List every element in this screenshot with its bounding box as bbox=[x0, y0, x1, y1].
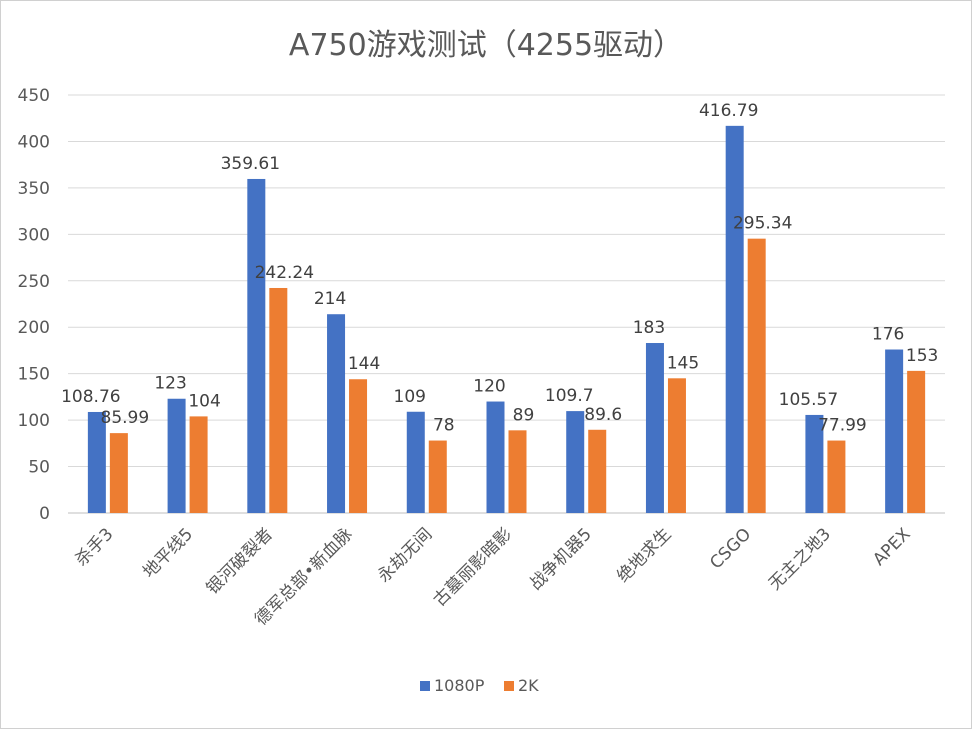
data-label: 359.61 bbox=[221, 154, 280, 174]
data-label: 214 bbox=[314, 289, 346, 309]
y-tick-label: 100 bbox=[18, 411, 50, 431]
gridlines bbox=[68, 94, 945, 514]
bar bbox=[486, 401, 505, 513]
data-label: 145 bbox=[667, 353, 699, 373]
y-axis: 0 50 100 150 200 250 300 350 400 450 bbox=[18, 86, 50, 524]
x-tick-label: 战争机器5 bbox=[526, 524, 596, 594]
data-label: 108.76 bbox=[61, 387, 120, 407]
data-label: 77.99 bbox=[818, 416, 867, 436]
data-label: 144 bbox=[348, 354, 380, 374]
bars bbox=[87, 125, 926, 514]
bar bbox=[167, 398, 186, 513]
y-tick-label: 400 bbox=[18, 132, 50, 152]
x-tick-label: 绝地求生 bbox=[613, 524, 675, 586]
data-label: 120 bbox=[473, 377, 505, 397]
x-tick-label: CSGO bbox=[706, 524, 755, 573]
y-tick-label: 250 bbox=[18, 272, 50, 292]
data-label: 78 bbox=[433, 416, 455, 436]
bar bbox=[885, 349, 904, 513]
bar bbox=[645, 343, 664, 513]
bar bbox=[269, 287, 288, 513]
bar bbox=[667, 378, 686, 513]
legend-label: 2K bbox=[518, 676, 539, 695]
x-tick-label: 永劫无间 bbox=[374, 524, 436, 586]
bar bbox=[327, 314, 346, 513]
x-tick-label: 杀手3 bbox=[72, 524, 118, 570]
bar bbox=[805, 414, 824, 513]
bar bbox=[109, 433, 128, 513]
data-label: 416.79 bbox=[699, 101, 758, 121]
bar bbox=[566, 411, 585, 513]
x-tick-label: APEX bbox=[869, 524, 915, 570]
data-label: 89.6 bbox=[584, 405, 622, 425]
data-label: 153 bbox=[906, 346, 938, 366]
y-tick-label: 0 bbox=[39, 504, 50, 524]
y-tick-label: 450 bbox=[18, 86, 50, 106]
bar bbox=[406, 411, 425, 513]
data-label: 295.34 bbox=[733, 214, 792, 234]
data-label: 105.57 bbox=[779, 390, 838, 410]
legend: 1080P 2K bbox=[420, 676, 539, 695]
bar bbox=[189, 416, 208, 513]
bar bbox=[827, 440, 846, 513]
x-tick-label: 无主之地3 bbox=[765, 524, 835, 594]
bar bbox=[747, 238, 766, 513]
bar bbox=[907, 370, 926, 513]
bar bbox=[508, 430, 527, 513]
y-tick-label: 350 bbox=[18, 179, 50, 199]
data-label: 242.24 bbox=[255, 263, 314, 283]
x-tick-label: 银河破裂者 bbox=[203, 524, 277, 598]
chart-title: A750游戏测试（4255驱动） bbox=[288, 28, 684, 63]
data-label: 109.7 bbox=[545, 386, 594, 406]
bar bbox=[588, 429, 607, 513]
legend-swatch bbox=[504, 681, 514, 691]
data-label: 109 bbox=[394, 387, 426, 407]
bar bbox=[725, 125, 744, 514]
legend-label: 1080P bbox=[434, 676, 485, 695]
y-tick-label: 300 bbox=[18, 225, 50, 245]
x-tick-label: 地平线5 bbox=[139, 524, 197, 582]
data-label: 123 bbox=[154, 374, 186, 394]
legend-swatch bbox=[420, 681, 430, 691]
data-label: 85.99 bbox=[101, 408, 150, 428]
data-label: 104 bbox=[188, 391, 220, 411]
bar bbox=[349, 379, 368, 513]
y-tick-label: 150 bbox=[18, 365, 50, 385]
data-label: 89 bbox=[513, 405, 535, 425]
x-tick-label: 古墓丽影暗影 bbox=[430, 524, 516, 610]
bar bbox=[428, 440, 447, 513]
data-label: 183 bbox=[633, 318, 665, 338]
bar bbox=[247, 178, 266, 513]
bar bbox=[87, 411, 106, 513]
data-label: 176 bbox=[872, 325, 904, 345]
y-tick-label: 50 bbox=[28, 458, 50, 478]
y-tick-label: 200 bbox=[18, 318, 50, 338]
